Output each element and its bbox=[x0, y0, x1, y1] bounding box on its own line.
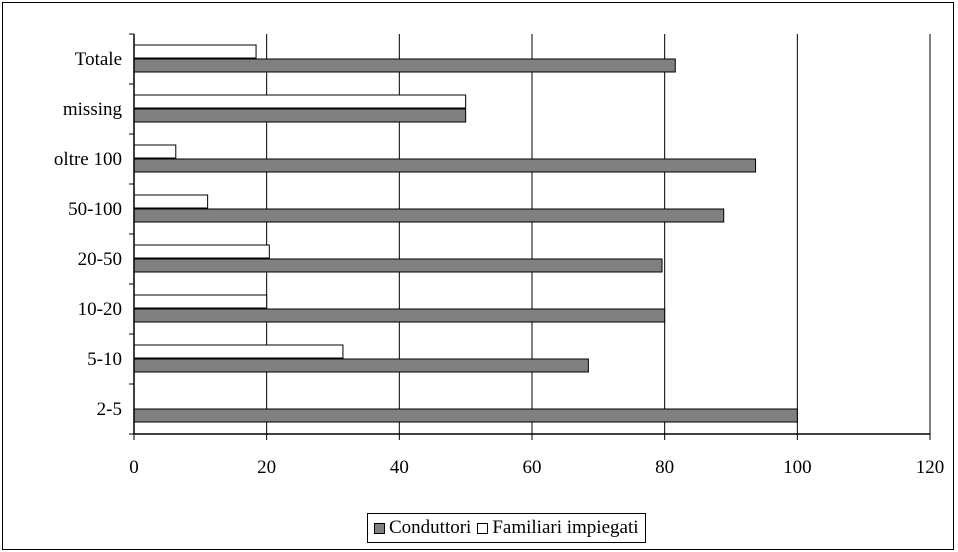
bar-familiari-20-50 bbox=[133, 244, 270, 259]
legend-swatch-conduttori bbox=[374, 522, 385, 534]
x-tick-label-100: 100 bbox=[783, 457, 812, 478]
bar-conduttori-10-20 bbox=[133, 308, 666, 323]
x-tick-label-80: 80 bbox=[655, 457, 674, 478]
bar-familiari-10-20 bbox=[133, 294, 268, 309]
y-tick-label-50-100: 50-100 bbox=[68, 199, 122, 220]
legend-swatch-familiari bbox=[477, 522, 489, 534]
bar-conduttori-oltre 100 bbox=[133, 158, 757, 173]
y-tick-label-10-20: 10-20 bbox=[78, 299, 122, 320]
y-tick-label-20-50: 20-50 bbox=[78, 249, 122, 270]
legend-item-familiari: Familiari impiegati bbox=[477, 517, 639, 539]
legend-label-familiari: Familiari impiegati bbox=[492, 517, 639, 538]
bar-familiari-missing bbox=[133, 94, 467, 109]
bar-conduttori-5-10 bbox=[133, 358, 589, 373]
x-tick-label-120: 120 bbox=[916, 457, 945, 478]
bar-conduttori-missing bbox=[133, 108, 467, 123]
x-tick-label-20: 20 bbox=[257, 457, 276, 478]
y-tick-label-Totale: Totale bbox=[75, 49, 122, 70]
bar-conduttori-50-100 bbox=[133, 208, 725, 223]
y-tick-label-2-5: 2-5 bbox=[97, 399, 122, 420]
y-tick-label-oltre 100: oltre 100 bbox=[54, 149, 122, 170]
x-tick-label-0: 0 bbox=[129, 457, 139, 478]
legend-label-conduttori: Conduttori bbox=[389, 517, 472, 538]
legend-item-conduttori: Conduttori bbox=[374, 517, 471, 539]
bar-familiari-50-100 bbox=[133, 194, 209, 209]
bar-conduttori-20-50 bbox=[133, 258, 663, 273]
bar-familiari-oltre 100 bbox=[133, 144, 177, 159]
x-tick-label-40: 40 bbox=[390, 457, 409, 478]
bar-conduttori-Totale bbox=[133, 58, 676, 73]
legend: Conduttori Familiari impiegati bbox=[367, 513, 646, 543]
y-tick-label-missing: missing bbox=[63, 99, 123, 120]
bar-chart: 2-5 5-10 10-20 20-50 50-100 oltre 100 missing T… bbox=[54, 33, 945, 478]
y-tick-label-5-10: 5-10 bbox=[87, 349, 122, 370]
x-tick-label-60: 60 bbox=[523, 457, 542, 478]
bar-familiari-Totale bbox=[133, 44, 257, 59]
bar-conduttori-2-5 bbox=[133, 408, 798, 423]
bar-familiari-5-10 bbox=[133, 344, 344, 359]
